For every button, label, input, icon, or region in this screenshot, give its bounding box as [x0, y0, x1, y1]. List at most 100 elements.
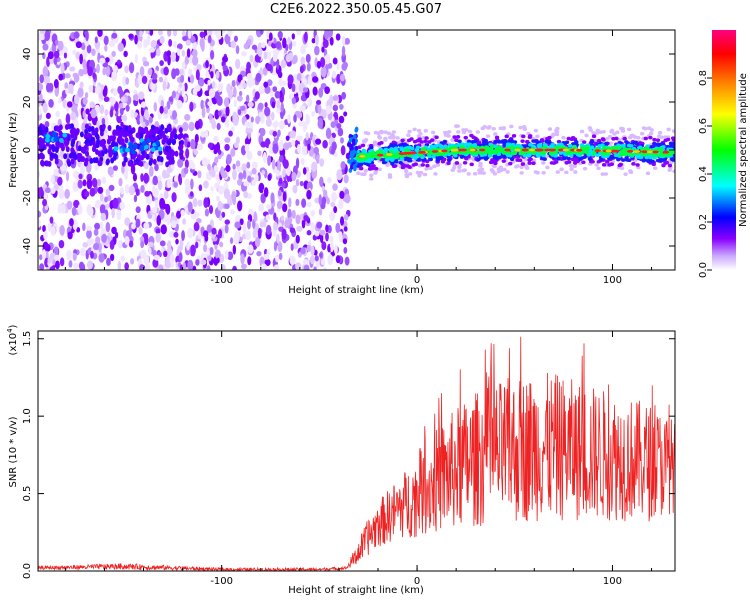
signal-cell — [579, 145, 585, 150]
signal-peak — [514, 148, 521, 152]
noise-cell — [239, 218, 244, 226]
noise-cell — [73, 120, 79, 131]
noise-cell — [181, 61, 186, 69]
noise-cell — [128, 62, 135, 74]
noise-cell — [88, 84, 94, 93]
noise-cell — [124, 170, 129, 180]
noise-cell — [233, 35, 238, 42]
signal-peak — [549, 148, 556, 152]
noise-cell — [337, 127, 344, 137]
noise-cell — [176, 43, 183, 50]
noise-cell — [224, 249, 229, 261]
noise-cell — [341, 35, 346, 46]
signal-cell — [430, 130, 436, 135]
signal-cell — [535, 170, 540, 175]
noise-cell — [119, 187, 125, 195]
noise-cell — [60, 63, 65, 74]
signal-cell — [404, 148, 409, 152]
noise-cell — [247, 127, 254, 134]
noise-cell — [255, 72, 262, 83]
noise-band-cell — [108, 144, 113, 151]
signal-cell — [556, 157, 561, 161]
onset-cell — [352, 134, 357, 139]
signal-cell — [520, 162, 526, 166]
signal-cell — [435, 163, 441, 167]
noise-cell — [152, 175, 159, 186]
signal-cell — [512, 140, 518, 144]
signal-cell — [613, 153, 619, 158]
noise-cell — [44, 120, 50, 128]
signal-cell — [635, 163, 640, 167]
signal-cell — [457, 169, 462, 173]
noise-cell — [183, 167, 189, 175]
noise-cell — [42, 102, 48, 114]
signal-cell — [582, 140, 587, 144]
noise-cell — [214, 249, 221, 259]
noise-cell — [252, 229, 257, 239]
noise-cell — [295, 179, 300, 187]
noise-cell — [262, 67, 268, 76]
noise-cell — [281, 182, 286, 188]
signal-cell — [659, 142, 664, 147]
noise-cell — [183, 82, 188, 92]
noise-cell — [121, 165, 125, 174]
snr-series-line — [38, 336, 675, 571]
signal-cell — [609, 128, 615, 133]
signal-cell — [523, 157, 528, 162]
noise-band-cell — [54, 147, 59, 154]
noise-cell — [104, 44, 108, 52]
noise-cell — [148, 165, 154, 177]
signal-cell — [623, 172, 628, 176]
noise-cell — [226, 83, 232, 94]
signal-cell — [528, 134, 533, 138]
noise-cell — [316, 99, 322, 106]
noise-hotspot — [157, 146, 163, 152]
signal-cell — [486, 126, 491, 130]
signal-cell — [648, 135, 653, 140]
noise-cell — [190, 251, 196, 257]
noise-cell — [178, 252, 183, 262]
noise-cell — [148, 116, 153, 124]
signal-cell — [369, 177, 374, 181]
noise-cell — [175, 238, 179, 245]
bottom-y-ticks: 0.0 0.5 1.0 1.5 — [22, 331, 675, 579]
noise-cell — [303, 214, 309, 222]
signal-cell — [652, 141, 657, 146]
noise-cell — [217, 200, 223, 212]
noise-cell — [232, 163, 236, 170]
noise-cell — [267, 155, 272, 167]
noise-cell — [321, 46, 325, 53]
noise-cell — [104, 57, 110, 63]
signal-cell — [553, 146, 558, 150]
noise-cell — [64, 73, 71, 79]
noise-cell — [82, 97, 88, 105]
noise-cell — [213, 135, 219, 142]
noise-cell — [135, 188, 140, 197]
noise-cell — [195, 259, 200, 266]
noise-band-cell — [83, 144, 88, 151]
noise-cell — [306, 230, 312, 236]
noise-cell — [50, 187, 56, 194]
noise-cell — [327, 246, 331, 253]
noise-cell — [247, 175, 252, 183]
noise-cell — [116, 59, 122, 65]
noise-band-cell — [54, 125, 59, 132]
noise-cell — [160, 224, 167, 235]
noise-cell — [234, 221, 241, 229]
noise-cell — [112, 65, 118, 72]
noise-band-cell — [156, 155, 161, 162]
noise-cell — [81, 42, 86, 51]
noise-cell — [266, 79, 273, 87]
signal-cell — [412, 127, 417, 132]
noise-cell — [54, 254, 60, 261]
noise-cell — [189, 101, 194, 112]
noise-cell — [343, 226, 348, 232]
noise-cell — [160, 247, 164, 254]
signal-cell — [603, 172, 609, 176]
noise-cell — [84, 30, 88, 36]
signal-cell — [659, 135, 664, 139]
noise-cell — [287, 216, 293, 224]
noise-cell — [57, 40, 64, 51]
noise-cell — [247, 101, 254, 108]
noise-cell — [277, 129, 281, 137]
